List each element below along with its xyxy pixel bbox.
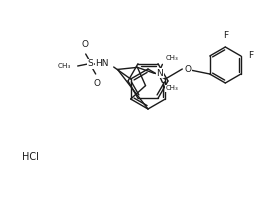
Text: F: F — [223, 31, 228, 40]
Text: O: O — [81, 40, 88, 49]
Text: O: O — [184, 64, 191, 73]
Text: HCl: HCl — [22, 152, 39, 162]
Text: S: S — [88, 60, 93, 68]
Text: CH₃: CH₃ — [166, 55, 178, 61]
Text: HN: HN — [95, 60, 109, 68]
Text: CH₃: CH₃ — [166, 85, 178, 91]
Text: N: N — [156, 69, 163, 78]
Text: CH₃: CH₃ — [57, 63, 71, 69]
Text: F: F — [248, 52, 253, 60]
Text: O: O — [93, 79, 100, 88]
